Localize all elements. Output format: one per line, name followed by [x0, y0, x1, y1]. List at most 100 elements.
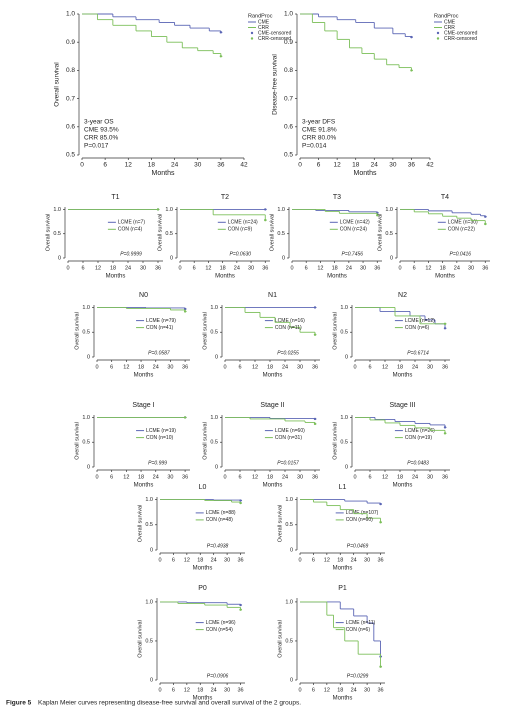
x-tick-label: 6	[312, 687, 315, 693]
y-axis-label: Overall survival	[277, 620, 283, 658]
y-tick-label: 0	[87, 354, 90, 360]
legend-label: LCME (n=42)	[340, 220, 370, 226]
x-tick-label: 30	[167, 364, 173, 370]
x-tick-label: 12	[324, 557, 330, 563]
p-value: P=0.0906	[207, 673, 229, 679]
panel-title: T4	[441, 194, 449, 201]
y-tick-label: 1.0	[277, 207, 285, 213]
y-axis-label: Overall survival	[74, 422, 80, 460]
p-value: P=0.0157	[277, 460, 299, 466]
y-tick-label: 0	[390, 255, 393, 261]
legend-label: CON (n=54)	[206, 627, 233, 633]
legend-label: CON (n=9)	[228, 227, 253, 233]
x-tick-label: 6	[172, 557, 175, 563]
y-axis-label: Overall survival	[202, 422, 208, 460]
x-tick-label: 36	[377, 557, 383, 563]
x-tick-label: 24	[211, 687, 217, 693]
y-tick-label: 1.0	[145, 497, 153, 503]
y-tick-label: 0	[215, 354, 218, 360]
censor-mark	[410, 69, 413, 72]
censor-mark	[376, 214, 379, 217]
x-tick-label: 24	[282, 364, 288, 370]
legend-label: CON (n=48)	[206, 517, 233, 523]
x-tick-label: 0	[223, 474, 226, 480]
censor-mark	[379, 665, 382, 668]
y-tick-label: 0.5	[285, 522, 293, 528]
x-tick-label: 18	[148, 162, 156, 169]
x-axis-label: Months	[215, 274, 235, 280]
y-tick-label: 0.5	[340, 440, 348, 446]
x-tick-label: 30	[297, 364, 303, 370]
x-tick-label: 6	[317, 162, 321, 169]
x-tick-label: 30	[389, 162, 397, 169]
y-axis-label: Overall survival	[332, 312, 338, 350]
legend-label: LCME (n=19)	[146, 428, 176, 434]
x-tick-label: 18	[337, 687, 343, 693]
y-tick-label: 0	[290, 547, 293, 553]
x-tick-label: 42	[240, 162, 248, 169]
y-tick-label: 0.5	[277, 231, 285, 237]
caption: Kaplan Meier curves representing disease…	[38, 700, 301, 707]
x-tick-label: 24	[351, 557, 357, 563]
legend-label: CRR-censored	[444, 36, 477, 42]
legend-label: CME-censored	[258, 30, 292, 36]
x-axis-label: Months	[152, 170, 175, 177]
censor-mark	[313, 333, 317, 336]
y-tick-label: 1.0	[210, 415, 218, 421]
y-tick-label: 0	[282, 255, 285, 261]
p-value: P=0.0469	[347, 543, 369, 549]
x-tick-label: 18	[397, 474, 403, 480]
x-tick-label: 18	[440, 265, 446, 271]
x-tick-label: 18	[397, 364, 403, 370]
p-value: P=0.0630	[230, 251, 252, 257]
x-tick-label: 36	[312, 364, 318, 370]
x-tick-label: 30	[364, 687, 370, 693]
x-tick-label: 18	[267, 474, 273, 480]
x-tick-label: 12	[184, 687, 190, 693]
x-tick-label: 18	[332, 265, 338, 271]
x-tick-label: 30	[427, 474, 433, 480]
panel-title: T3	[333, 194, 341, 201]
x-axis-label: Months	[193, 696, 213, 702]
legend-censor	[250, 31, 254, 35]
censor-mark	[183, 310, 187, 313]
legend-label: CON (n=6)	[346, 627, 371, 633]
y-axis-label: Overall survival	[74, 312, 80, 350]
x-tick-label: 36	[262, 265, 268, 271]
panel-title: L1	[339, 484, 347, 491]
x-tick-label: 24	[171, 162, 179, 169]
legend-label: CON (n=4)	[118, 227, 143, 233]
panel-title: L0	[199, 484, 207, 491]
legend-label: LCME (n=26)	[405, 428, 435, 434]
y-tick-label: 0.6	[66, 124, 75, 131]
y-tick-label: 0.9	[284, 39, 293, 46]
panel-title: T1	[111, 194, 119, 201]
y-axis-label: Overall survival	[54, 62, 61, 107]
x-tick-label: 30	[224, 557, 230, 563]
legend-censor	[436, 37, 440, 40]
x-tick-label: 12	[123, 474, 129, 480]
y-tick-label: 0.5	[145, 638, 153, 644]
x-axis-label: Months	[333, 566, 353, 572]
x-tick-label: 0	[158, 557, 161, 563]
annotation: P=0.017	[84, 143, 109, 150]
x-axis-label: Months	[327, 274, 347, 280]
x-tick-label: 18	[220, 265, 226, 271]
legend-label: LCME (n=96)	[206, 620, 236, 626]
censor-mark	[379, 502, 382, 506]
legend-label: LCME (n=60)	[275, 428, 305, 434]
x-tick-label: 0	[80, 162, 84, 169]
y-tick-label: 0.8	[66, 67, 75, 74]
legend-censor	[250, 37, 254, 40]
legend-label: CRR	[444, 25, 455, 31]
x-tick-label: 12	[382, 474, 388, 480]
x-tick-label: 30	[297, 474, 303, 480]
p-value: P=0.9999	[120, 251, 142, 257]
x-tick-label: 24	[371, 162, 379, 169]
y-axis-label: Disease-free survival	[272, 54, 279, 115]
y-tick-label: 0.5	[82, 330, 90, 336]
x-tick-label: 24	[412, 364, 418, 370]
x-tick-label: 36	[374, 265, 380, 271]
x-tick-label: 6	[110, 474, 113, 480]
x-tick-label: 18	[352, 162, 360, 169]
